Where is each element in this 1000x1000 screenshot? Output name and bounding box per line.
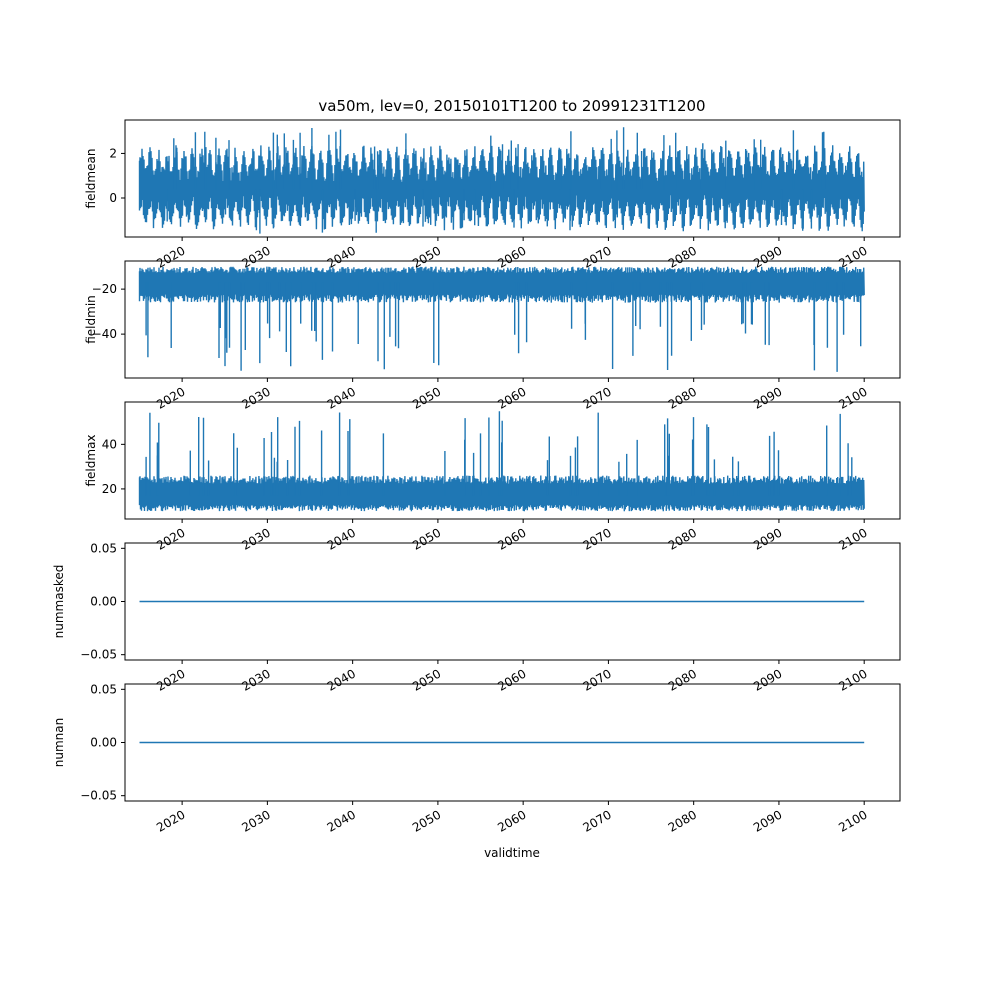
x-tick-label: 2050 <box>410 525 443 552</box>
x-tick-label: 2040 <box>325 384 358 411</box>
x-tick-label: 2050 <box>410 807 443 834</box>
panel-numnan: −0.05 0.00 0.05 numnan 2020 2030 2040 2050 2060 2… <box>52 682 901 835</box>
series-line-fieldmin <box>138 266 865 303</box>
panel-fieldmean: 0 2 fieldmean 2020 2030 2040 2050 2060 2070 2080 2… <box>84 119 901 271</box>
x-tick-label: 2100 <box>836 666 869 693</box>
x-tick-label: 2100 <box>836 525 869 552</box>
x-tick-label: 2060 <box>495 384 528 411</box>
x-tick-label: 2060 <box>495 243 528 270</box>
x-tick-label: 2090 <box>751 525 784 552</box>
x-tick-label: 2050 <box>410 384 443 411</box>
x-tick-label: 2070 <box>580 807 613 834</box>
x-tick-label: 2030 <box>239 384 272 411</box>
y-tick-label: 0.05 <box>90 682 117 696</box>
x-tick-label: 2070 <box>580 666 613 693</box>
axes-frame-fieldmax <box>124 401 901 520</box>
x-tick-label: 2020 <box>154 807 187 834</box>
y-axis-label: nummasked <box>52 565 66 639</box>
x-tick-label: 2090 <box>751 384 784 411</box>
panel-nummasked: −0.05 0.00 0.05 nummasked 2020 2030 2040 2050 20… <box>52 541 901 694</box>
x-tick-label: 2100 <box>836 384 869 411</box>
series-spikes-fieldmean <box>166 127 826 234</box>
series-line-fieldmean <box>138 145 865 232</box>
y-tick-label: 0.05 <box>90 541 117 555</box>
x-tick-label: 2070 <box>580 384 613 411</box>
y-tick-label: 2 <box>109 146 117 160</box>
x-tick-label: 2060 <box>495 807 528 834</box>
y-axis-label: fieldmax <box>84 434 98 486</box>
x-tick-label: 2020 <box>154 666 187 693</box>
x-tick-label: 2080 <box>666 525 699 552</box>
x-tick-label: 2060 <box>495 666 528 693</box>
y-axis-label: fieldmean <box>84 149 98 209</box>
y-tick-label: −0.05 <box>80 648 117 662</box>
x-tick-label: 2100 <box>836 243 869 270</box>
x-tick-label: 2040 <box>325 666 358 693</box>
y-tick-label: 20 <box>102 482 117 496</box>
x-tick-label: 2040 <box>325 243 358 270</box>
x-tick-label: 2030 <box>239 807 272 834</box>
x-tick-label: 2080 <box>666 807 699 834</box>
y-tick-label: 0.00 <box>90 736 117 750</box>
y-tick-label: −20 <box>92 282 117 296</box>
x-tick-label: 2070 <box>580 243 613 270</box>
axes-frame-fieldmean <box>124 119 901 238</box>
x-tick-label: 2080 <box>666 384 699 411</box>
y-axis-label: numnan <box>52 718 66 767</box>
y-tick-label: 0 <box>109 191 117 205</box>
x-tick-label: 2030 <box>239 243 272 270</box>
axes-frame-fieldmin <box>124 260 901 379</box>
x-tick-label: 2040 <box>325 525 358 552</box>
x-tick-label: 2090 <box>751 666 784 693</box>
x-tick-label: 2060 <box>495 525 528 552</box>
x-tick-label: 2030 <box>239 525 272 552</box>
x-tick-label: 2070 <box>580 525 613 552</box>
x-tick-label: 2080 <box>666 666 699 693</box>
x-tick-label: 2020 <box>154 243 187 270</box>
series-spikes-fieldmin <box>145 282 862 372</box>
x-tick-label: 2050 <box>410 243 443 270</box>
x-tick-label: 2020 <box>154 525 187 552</box>
y-axis-label: fieldmin <box>84 295 98 344</box>
y-tick-label: 40 <box>102 437 117 451</box>
chart-title: va50m, lev=0, 20150101T1200 to 20991231T… <box>318 97 705 115</box>
x-axis-label: validtime <box>484 846 540 860</box>
series-line-fieldmax <box>138 475 865 512</box>
x-tick-label: 2020 <box>154 384 187 411</box>
x-tick-label: 2040 <box>325 807 358 834</box>
x-tick-label: 2080 <box>666 243 699 270</box>
x-tick-label: 2050 <box>410 666 443 693</box>
y-tick-label: 0.00 <box>90 595 117 609</box>
x-tick-label: 2090 <box>751 807 784 834</box>
y-tick-label: −0.05 <box>80 789 117 803</box>
x-tick-label: 2100 <box>836 807 869 834</box>
x-tick-label: 2030 <box>239 666 272 693</box>
y-tick-label: −40 <box>92 327 117 341</box>
series-spikes-fieldmax <box>145 411 853 496</box>
